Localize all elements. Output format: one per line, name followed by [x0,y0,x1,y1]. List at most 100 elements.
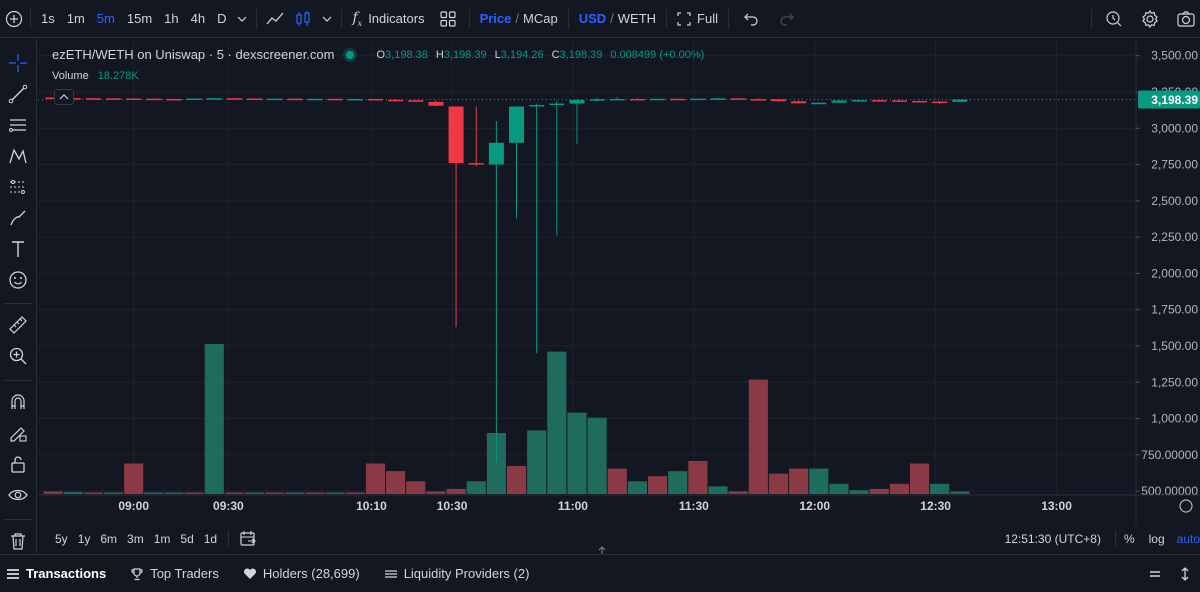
ruler-tool[interactable] [6,313,30,337]
pattern-tool[interactable] [6,144,30,168]
candle-body [327,98,343,101]
range-5d[interactable]: 5d [180,531,194,546]
volume-bar [285,492,305,494]
goto-date-button[interactable] [235,530,261,548]
emoji-tool[interactable] [6,268,30,292]
forecast-tool[interactable] [6,175,30,199]
zoom-tool[interactable] [6,344,30,368]
tab-holders[interactable]: Holders (28,699) [231,555,372,592]
lock-tool[interactable] [6,452,30,476]
range-1m[interactable]: 1m [153,531,171,546]
usd-option[interactable]: USD [578,11,607,26]
range-3m[interactable]: 3m [127,531,144,546]
range-1y[interactable]: 1y [77,531,91,546]
chevron-down-icon [323,16,332,22]
volume-bar [63,491,83,494]
interval-d[interactable]: D [217,11,227,26]
toolbar-divider [4,303,32,304]
candle-body [871,100,887,102]
fullscreen-button[interactable]: Full [671,0,724,38]
mcap-option[interactable]: MCap [523,11,558,26]
chart-style-dropdown-button[interactable] [317,0,337,38]
chart-style-line-button[interactable] [261,0,289,38]
brush-tool[interactable] [6,206,30,230]
settings-button[interactable] [1132,0,1168,38]
crosshair-icon [9,54,27,72]
quick-search-button[interactable] [1096,0,1132,38]
volume-bar [889,483,909,494]
drawing-toolbar [0,39,37,553]
expand-panel-button[interactable] [1170,555,1200,592]
clock-readout[interactable]: 12:51:30 (UTC+8) [1004,531,1101,546]
interval-5m[interactable]: 5m [96,11,115,26]
trend-line-tool[interactable] [6,82,30,106]
undo-button[interactable] [733,0,769,38]
volume-bar [506,466,527,494]
interval-4h[interactable]: 4h [190,11,206,26]
range-6m[interactable]: 6m [100,531,118,546]
minimize-icon [1150,570,1160,577]
range-5y[interactable]: 5y [55,531,68,546]
indicators-button[interactable]: fx Indicators [346,0,430,38]
time-axis-label: 12:30 [920,499,951,513]
top-toolbar: 1s 1m 5m 15m 1h 4h D fx Indicators Price… [0,0,1200,38]
add-symbol-button[interactable] [2,0,26,38]
volume-bar [164,492,184,494]
visibility-tool[interactable] [6,483,30,507]
tab-top-traders[interactable]: Top Traders [118,555,231,592]
collapse-legend-button[interactable] [54,89,74,105]
candle-body [690,98,706,101]
lock-drawing-tool[interactable] [6,421,30,445]
interval-1h[interactable]: 1h [164,11,179,26]
auto-scale-toggle[interactable]: auto [1176,531,1200,546]
redo-button[interactable] [769,0,805,38]
fib-tool[interactable] [6,113,30,137]
range-1d[interactable]: 1d [203,531,218,546]
volume-bar [345,492,365,494]
close-value: 3,198.39 [559,48,603,61]
interval-1m[interactable]: 1m [66,11,85,26]
price-chart[interactable]: 3,500.003,250.003,000.002,750.002,500.00… [38,39,1200,524]
volume-bar [406,481,426,494]
high-label: H [435,48,444,61]
volume-legend: Volume 18.278K [52,70,139,82]
percent-scale-toggle[interactable]: % [1123,531,1135,546]
toolbar-divider [228,529,230,548]
volume-bar [43,491,63,494]
candle-body [770,99,786,102]
layouts-button[interactable] [431,0,465,38]
currency-toggle[interactable]: USD / WETH [573,0,662,38]
collapse-panel-button[interactable] [1140,555,1170,592]
tab-label: Liquidity Providers (2) [403,566,530,581]
price-axis-label: 2,000.00 [1151,266,1198,280]
screenshot-button[interactable] [1168,0,1200,38]
time-axis-label: 09:00 [118,499,149,513]
price-axis-label: 1,250.00 [1151,375,1198,389]
price-axis-label: 750.00000 [1141,448,1198,462]
interval-dropdown-button[interactable] [232,0,252,38]
interval-1s[interactable]: 1s [41,11,55,26]
list-icon [6,568,20,580]
remove-drawings-tool[interactable] [6,529,30,553]
crosshair-tool[interactable] [6,51,30,75]
log-scale-toggle[interactable]: log [1148,531,1165,546]
tab-label: Transactions [26,566,107,581]
weth-option[interactable]: WETH [617,11,657,26]
chart-pane[interactable]: 3,500.003,250.003,000.002,750.002,500.00… [38,39,1200,524]
tab-liquidity-providers[interactable]: Liquidity Providers (2) [372,555,542,592]
volume-bar [668,471,688,494]
price-mcap-toggle[interactable]: Price / MCap [474,0,564,38]
text-tool[interactable] [6,237,30,261]
tab-transactions[interactable]: Transactions [0,555,118,592]
chevron-down-icon [238,16,247,22]
magnet-tool[interactable] [6,390,30,414]
candle-body [468,163,484,165]
candle-body [529,105,545,107]
slash-separator: / [610,11,614,26]
chart-style-candles-button[interactable] [289,0,317,38]
interval-15m[interactable]: 15m [126,11,153,26]
candle-body [831,100,847,103]
candle-body [851,100,867,102]
price-option[interactable]: Price [479,11,512,26]
current-price-label: 3,198.39 [1151,93,1198,107]
